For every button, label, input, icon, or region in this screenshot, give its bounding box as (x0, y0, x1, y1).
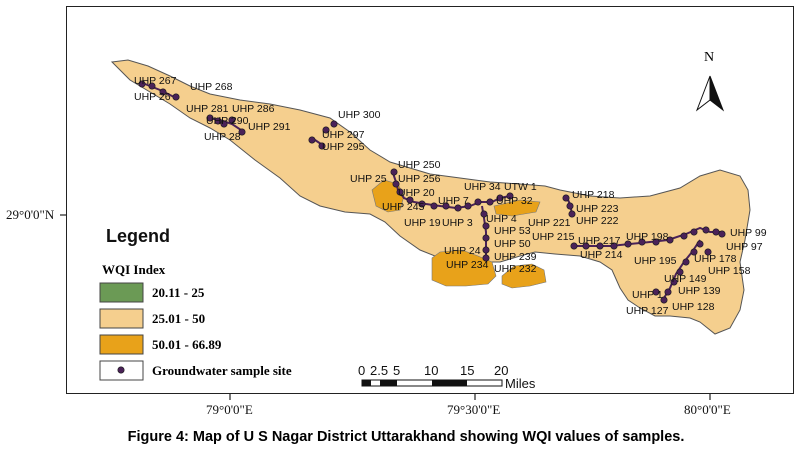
site-label: UHP 268 (190, 81, 233, 93)
legend-title: Legend (106, 226, 171, 246)
site-label: UHP 34 (464, 181, 501, 193)
site-label: UHP 4 (486, 213, 517, 225)
site-label: UHP 127 (626, 305, 669, 317)
site-label: UHP 239 (494, 251, 537, 263)
site-labels: UHP 267 UHP 268 UHP 26 UHP 281 UHP 286 U… (134, 75, 767, 317)
district-polygon (110, 59, 751, 335)
scale-tick-15: 15 (460, 363, 475, 378)
legend-subtitle: WQI Index (102, 262, 166, 277)
scale-tick-5: 5 (393, 363, 401, 378)
figure-caption: Figure 4: Map of U S Nagar District Utta… (127, 429, 685, 445)
legend-swatch-2 (99, 308, 144, 329)
site-label: UHP 7 (438, 195, 469, 207)
site-label: UHP 3 (442, 217, 473, 229)
scale-bar (361, 379, 503, 387)
latitude-label: 29°0'0"N (6, 207, 55, 222)
axis-ticks (60, 214, 711, 400)
site-label: UHP 290 (206, 115, 249, 127)
site-label: UHP 222 (576, 215, 619, 227)
site-label: UHP 217 (578, 235, 621, 247)
site-label: UHP 158 (708, 265, 751, 277)
legend-swatch-1 (99, 282, 144, 303)
site-label: UHP 300 (338, 109, 381, 121)
high-wqi-zone-band (493, 199, 541, 217)
site-label: UHP 256 (398, 173, 441, 185)
site-label: UHP 97 (726, 241, 763, 253)
longitude-label-3: 80°0'0"E (684, 402, 731, 417)
site-label: UHP 221 (528, 217, 571, 229)
site-label: UHP 50 (494, 238, 531, 250)
site-label: UHP 195 (634, 255, 677, 267)
legend-class-1-label: 20.11 - 25 (152, 285, 205, 300)
north-label: N (704, 50, 715, 65)
site-label: UHP 139 (678, 285, 721, 297)
site-label: UHP 291 (248, 121, 291, 133)
legend-site-label: Groundwater sample site (152, 363, 292, 378)
site-label: UHP 245 (382, 201, 425, 213)
sample-sites (138, 80, 726, 304)
site-label: UHP 214 (580, 249, 623, 261)
longitude-label-1: 79°0'0"E (206, 402, 253, 417)
site-label: UHP 32 (496, 195, 533, 207)
site-label: UHP 286 (232, 103, 275, 115)
site-label: UHP 20 (398, 187, 435, 199)
site-label: UHP 223 (576, 203, 619, 215)
longitude-label-2: 79°30'0"E (447, 402, 501, 417)
high-wqi-zone-east (501, 263, 547, 289)
site-label: UHP 19 (404, 217, 441, 229)
site-label: UHP 24 (444, 245, 481, 257)
legend-site-dot (117, 366, 125, 374)
site-label: UHP 198 (626, 231, 669, 243)
site-label: UHP 218 (572, 189, 615, 201)
site-label: UHP 215 (532, 231, 575, 243)
high-wqi-zone-west (371, 179, 405, 213)
site-label: UHP 232 (494, 263, 537, 275)
scale-tick-0: 0 (358, 363, 366, 378)
legend-class-2-label: 25.01 - 50 (152, 311, 206, 326)
site-label: UHP 281 (186, 103, 229, 115)
high-wqi-zone-central (431, 249, 497, 287)
site-label: UHP 267 (134, 75, 177, 87)
site-label: UHP 128 (672, 301, 715, 313)
site-label: UHP 297 (322, 129, 365, 141)
site-label: UTW 1 (504, 181, 537, 193)
site-label: UHP 149 (664, 273, 707, 285)
legend-swatches (99, 282, 144, 381)
scale-tick-10: 10 (424, 363, 439, 378)
site-label: UHP 1 (632, 289, 663, 301)
scale-unit: Miles (505, 376, 536, 391)
site-label: UHP 178 (694, 253, 737, 265)
site-label: UHP 99 (730, 227, 767, 239)
site-label: UHP 234 (446, 259, 489, 271)
site-label: UHP 53 (494, 225, 531, 237)
site-label: UHP 26 (134, 91, 171, 103)
scale-tick-20: 20 (494, 363, 509, 378)
site-label: UHP 25 (350, 173, 387, 185)
scale-tick-2-5: 2.5 (370, 363, 389, 378)
legend-class-3-label: 50.01 - 66.89 (152, 337, 222, 352)
legend-swatch-3 (99, 334, 144, 355)
site-label: UHP 295 (322, 141, 365, 153)
north-arrow-icon (695, 75, 725, 112)
site-label: UHP 28 (204, 131, 241, 143)
site-label: UHP 250 (398, 159, 441, 171)
